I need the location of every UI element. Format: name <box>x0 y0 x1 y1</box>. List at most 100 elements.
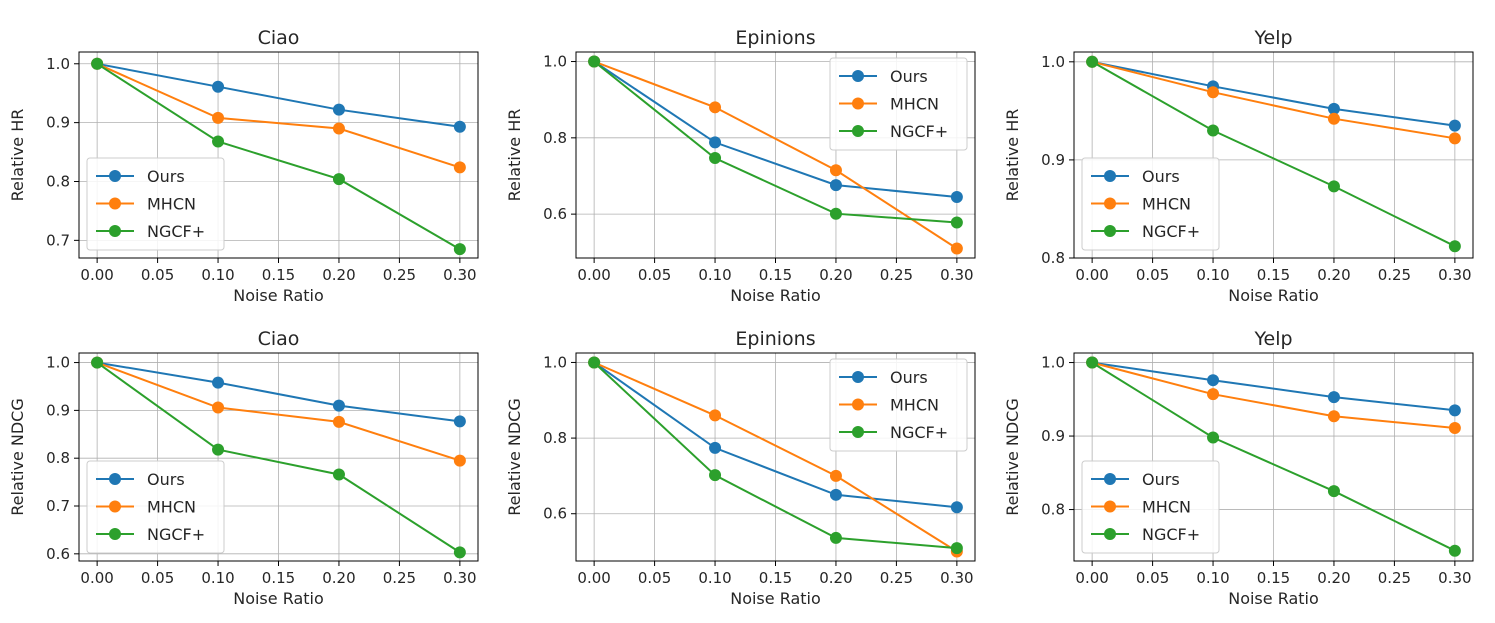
legend-label: Ours <box>1142 167 1180 186</box>
x-tick-label: 0.15 <box>262 266 295 284</box>
series-line-mhcn <box>96 361 461 462</box>
series-line-ours <box>1091 60 1456 127</box>
legend-swatch-marker <box>852 125 864 137</box>
data-point <box>829 531 842 544</box>
legend-label: NGCF+ <box>890 423 948 442</box>
legend-label: MHCN <box>147 195 196 214</box>
data-point <box>1448 119 1461 132</box>
x-tick-label: 0.15 <box>759 569 792 587</box>
axes-frame <box>575 51 976 259</box>
data-point <box>709 469 722 482</box>
legend-label: Ours <box>147 470 185 489</box>
y-axis-label: Relative NDCG <box>505 398 524 515</box>
y-tick-label: 0.8 <box>1041 249 1065 267</box>
x-tick-label: 0.20 <box>322 266 355 284</box>
y-tick-label: 1.0 <box>543 53 567 71</box>
data-point <box>950 242 963 255</box>
legend-label: Ours <box>147 167 185 186</box>
legend-swatch-marker <box>109 197 121 210</box>
data-point <box>212 80 225 93</box>
legend-label: MHCN <box>890 95 939 114</box>
axes-frame <box>1073 352 1474 562</box>
data-point <box>1207 388 1220 401</box>
legend-swatch-marker <box>109 170 121 182</box>
y-tick-label: 1.0 <box>46 354 70 372</box>
x-axis-label: Noise Ratio <box>730 286 821 305</box>
series-line-ours <box>593 60 957 198</box>
legend-swatch-marker <box>1104 528 1116 540</box>
x-tick-label: 0.30 <box>443 569 476 587</box>
x-axis-label: Noise Ratio <box>1228 286 1319 305</box>
x-tick-label: 0.00 <box>1075 569 1108 587</box>
y-tick-label: 0.8 <box>46 449 70 467</box>
series-line-mhcn <box>1091 60 1456 140</box>
y-tick-label: 0.7 <box>46 231 70 249</box>
data-point <box>212 443 225 456</box>
x-tick-label: 0.15 <box>262 569 295 587</box>
y-axis-label: Relative HR <box>1003 109 1022 202</box>
x-tick-label: 0.20 <box>322 569 355 587</box>
legend-label: Ours <box>1142 470 1180 489</box>
x-tick-label: 0.20 <box>819 569 852 587</box>
x-tick-label: 0.00 <box>80 266 113 284</box>
data-point <box>212 111 225 124</box>
data-point <box>1207 374 1220 387</box>
data-point <box>453 161 466 174</box>
data-point <box>1207 86 1220 99</box>
data-point <box>950 190 963 203</box>
legend-label: NGCF+ <box>890 122 948 141</box>
data-point <box>332 122 345 135</box>
y-axis-label: Relative HR <box>505 109 524 202</box>
legend-swatch-marker <box>109 528 121 540</box>
panel-1: 0.00 0.05 0.10 0.15 0.20 0.25 0.30 0.7 0.8 0.9 1.0… <box>8 27 479 305</box>
y-axis-label: Relative NDCG <box>1003 398 1022 515</box>
y-tick-label: 0.7 <box>46 497 70 515</box>
x-tick-label: 0.30 <box>1438 266 1471 284</box>
x-tick-label: 0.25 <box>880 569 913 587</box>
legend-swatch-marker <box>1104 170 1116 182</box>
y-tick-label: 0.8 <box>543 129 567 147</box>
x-tick-label: 0.25 <box>880 266 913 284</box>
legend-label: Ours <box>890 368 928 387</box>
legend-label: NGCF+ <box>1142 525 1200 544</box>
data-point <box>1327 485 1340 498</box>
y-tick-label: 0.9 <box>1041 151 1065 169</box>
data-point <box>950 501 963 514</box>
data-point <box>709 441 722 454</box>
series-line-ngcf <box>593 361 957 550</box>
data-point <box>453 546 466 559</box>
y-tick-label: 0.9 <box>1041 427 1065 445</box>
panel-title: Yelp <box>1253 27 1292 49</box>
legend-label: NGCF+ <box>1142 222 1200 241</box>
legend-swatch-marker <box>1104 225 1116 237</box>
data-point <box>709 152 722 165</box>
legend-label: MHCN <box>890 396 939 415</box>
legend-swatch-marker <box>852 371 864 383</box>
x-tick-label: 0.10 <box>1196 569 1229 587</box>
data-point <box>709 136 722 149</box>
data-point <box>829 488 842 501</box>
x-tick-label: 0.10 <box>1196 266 1229 284</box>
panel-title: Epinions <box>735 328 815 350</box>
y-tick-label: 0.8 <box>543 429 567 447</box>
series-line-mhcn <box>96 62 461 169</box>
legend-swatch-marker <box>852 426 864 438</box>
data-point <box>829 179 842 192</box>
x-tick-label: 0.10 <box>698 569 731 587</box>
data-point <box>453 243 466 256</box>
x-tick-label: 0.05 <box>638 266 671 284</box>
y-tick-label: 1.0 <box>543 353 567 371</box>
legend-box <box>1081 157 1220 251</box>
data-point <box>1086 356 1099 369</box>
series-line-ngcf <box>1091 60 1456 248</box>
data-point <box>709 409 722 422</box>
data-point <box>453 415 466 428</box>
x-tick-label: 0.05 <box>141 569 174 587</box>
legend-label: NGCF+ <box>147 222 205 241</box>
legend-box <box>829 57 968 151</box>
x-tick-label: 0.05 <box>1136 569 1169 587</box>
x-tick-label: 0.25 <box>383 266 416 284</box>
legend-label: MHCN <box>1142 498 1191 517</box>
data-point <box>1207 124 1220 137</box>
series-line-ngcf <box>96 62 461 251</box>
